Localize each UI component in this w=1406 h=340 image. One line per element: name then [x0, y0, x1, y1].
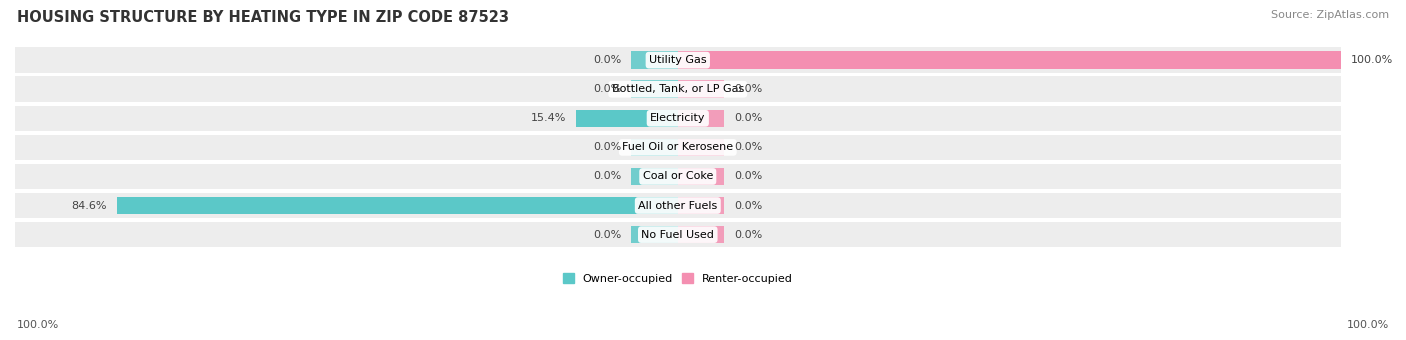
- Text: Electricity: Electricity: [650, 113, 706, 123]
- Bar: [678, 81, 724, 98]
- Text: Source: ZipAtlas.com: Source: ZipAtlas.com: [1271, 10, 1389, 20]
- Bar: [15, 164, 1340, 189]
- Bar: [15, 47, 1340, 73]
- Text: 0.0%: 0.0%: [593, 55, 621, 65]
- Bar: [15, 222, 1340, 248]
- Text: 100.0%: 100.0%: [1347, 320, 1389, 330]
- Text: HOUSING STRUCTURE BY HEATING TYPE IN ZIP CODE 87523: HOUSING STRUCTURE BY HEATING TYPE IN ZIP…: [17, 10, 509, 25]
- Text: 0.0%: 0.0%: [593, 230, 621, 240]
- Bar: [678, 197, 724, 214]
- Text: 0.0%: 0.0%: [734, 171, 762, 182]
- Bar: [678, 168, 724, 185]
- Text: 0.0%: 0.0%: [593, 171, 621, 182]
- Text: 0.0%: 0.0%: [734, 142, 762, 152]
- Bar: [575, 109, 678, 127]
- Bar: [678, 109, 724, 127]
- Bar: [678, 139, 724, 156]
- Bar: [678, 51, 1340, 69]
- Bar: [631, 168, 678, 185]
- Bar: [117, 197, 678, 214]
- Bar: [15, 135, 1340, 160]
- Legend: Owner-occupied, Renter-occupied: Owner-occupied, Renter-occupied: [558, 269, 797, 288]
- Text: Bottled, Tank, or LP Gas: Bottled, Tank, or LP Gas: [612, 84, 744, 94]
- Text: 84.6%: 84.6%: [72, 201, 107, 210]
- Bar: [15, 76, 1340, 102]
- Bar: [15, 105, 1340, 131]
- Bar: [678, 226, 724, 243]
- Text: Fuel Oil or Kerosene: Fuel Oil or Kerosene: [623, 142, 734, 152]
- Text: Coal or Coke: Coal or Coke: [643, 171, 713, 182]
- Bar: [15, 193, 1340, 218]
- Bar: [631, 226, 678, 243]
- Text: 0.0%: 0.0%: [593, 84, 621, 94]
- Text: 0.0%: 0.0%: [734, 230, 762, 240]
- Text: All other Fuels: All other Fuels: [638, 201, 717, 210]
- Text: 0.0%: 0.0%: [734, 201, 762, 210]
- Bar: [631, 139, 678, 156]
- Text: 0.0%: 0.0%: [734, 84, 762, 94]
- Bar: [631, 51, 678, 69]
- Text: 100.0%: 100.0%: [17, 320, 59, 330]
- Text: 100.0%: 100.0%: [1351, 55, 1393, 65]
- Bar: [631, 81, 678, 98]
- Text: No Fuel Used: No Fuel Used: [641, 230, 714, 240]
- Text: 15.4%: 15.4%: [530, 113, 565, 123]
- Text: 0.0%: 0.0%: [734, 113, 762, 123]
- Text: 0.0%: 0.0%: [593, 142, 621, 152]
- Text: Utility Gas: Utility Gas: [650, 55, 707, 65]
